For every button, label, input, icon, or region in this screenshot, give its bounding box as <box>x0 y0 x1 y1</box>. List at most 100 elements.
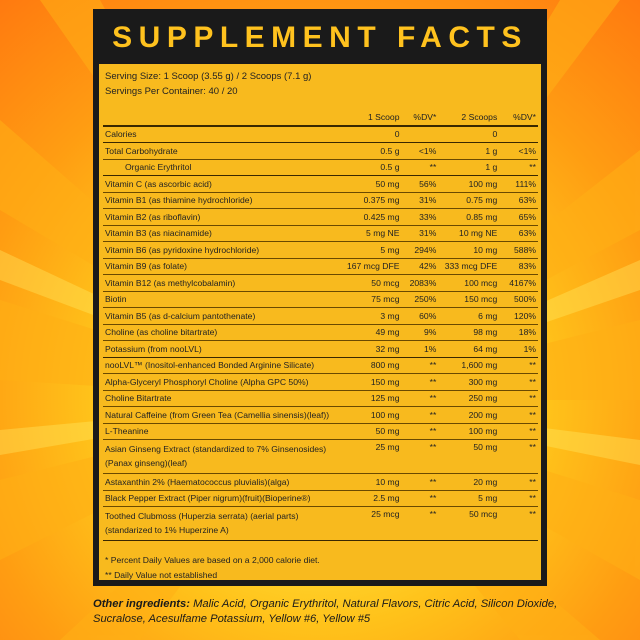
amount-2-scoops: 50 mcg <box>438 506 500 541</box>
amount-2-scoops: 100 mcg <box>438 274 500 292</box>
dv-2-scoops: ** <box>499 473 538 491</box>
other-ingredients: Other ingredients: Malic Acid, Organic E… <box>93 597 563 627</box>
dv-1-scoop: ** <box>401 357 439 374</box>
dv-1-scoop: <1% <box>401 142 439 160</box>
table-row: Vitamin B3 (as niacinamide) 5 mg NE 31% 10 … <box>103 225 538 242</box>
dv-2-scoops: 588% <box>499 241 538 259</box>
amount-2-scoops: 6 mg <box>438 307 500 325</box>
nutrient-name: Toothed Clubmoss (Huperzia serrata) (aer… <box>103 506 345 541</box>
dv-1-scoop: 33% <box>401 208 439 226</box>
amount-2-scoops: 20 mg <box>438 473 500 491</box>
dv-2-scoops: 63% <box>499 192 538 209</box>
dv-2-scoops: ** <box>499 506 538 541</box>
header-dv-2: %DV* <box>499 109 538 127</box>
amount-2-scoops: 1 g <box>438 159 500 176</box>
dv-2-scoops <box>499 125 538 143</box>
amount-1-scoop: 75 mcg <box>344 291 402 308</box>
other-ingredients-label: Other ingredients: <box>93 598 190 610</box>
dv-1-scoop: ** <box>401 473 439 491</box>
amount-2-scoops: 300 mg <box>438 373 500 391</box>
dv-2-scoops: 4167% <box>499 274 538 292</box>
nutrient-name: Organic Erythritol <box>103 159 345 176</box>
dv-2-scoops: <1% <box>499 142 538 160</box>
footnote-dv-not-established: ** Daily Value not established <box>105 570 218 580</box>
nutrient-name: Calories <box>103 125 345 143</box>
nutrient-name: Vitamin B1 (as thiamine hydrochloride) <box>103 192 345 209</box>
amount-2-scoops: 50 mg <box>438 439 500 474</box>
header-2-scoops: 2 Scoops <box>438 109 500 127</box>
table-row: Asian Ginseng Extract (standardized to 7… <box>103 439 538 474</box>
nutrient-name: Vitamin B6 (as pyridoxine hydrochloride) <box>103 241 345 259</box>
amount-1-scoop: 49 mg <box>344 324 402 341</box>
amount-2-scoops: 0.85 mg <box>438 208 500 226</box>
amount-1-scoop: 0.425 mg <box>344 208 402 226</box>
amount-2-scoops: 200 mg <box>438 406 500 424</box>
amount-2-scoops: 1 g <box>438 142 500 160</box>
dv-1-scoop <box>401 125 439 143</box>
amount-1-scoop: 0 <box>344 125 402 143</box>
amount-1-scoop: 5 mg NE <box>344 225 402 242</box>
nutrition-table: 1 Scoop %DV* 2 Scoops %DV* Calories 0 0 Tot… <box>103 109 538 541</box>
nutrient-name: Black Pepper Extract (Piper nigrum)(frui… <box>103 490 345 507</box>
table-row: Vitamin B12 (as methylcobalamin) 50 mcg 20… <box>103 274 538 292</box>
table-row: Vitamin B6 (as pyridoxine hydrochloride)… <box>103 241 538 259</box>
amount-1-scoop: 3 mg <box>344 307 402 325</box>
dv-2-scoops: ** <box>499 357 538 374</box>
table-row: Natural Caffeine (from Green Tea (Camell… <box>103 406 538 424</box>
nutrient-name: Vitamin C (as ascorbic acid) <box>103 175 345 193</box>
dv-1-scoop: 2083% <box>401 274 439 292</box>
amount-1-scoop: 50 mg <box>344 175 402 193</box>
table-row: Biotin 75 mcg 250% 150 mcg 500% <box>103 291 538 308</box>
nutrient-name: Alpha-Glyceryl Phosphoryl Choline (Alpha… <box>103 373 345 391</box>
amount-1-scoop: 0.375 mg <box>344 192 402 209</box>
table-row: Organic Erythritol 0.5 g ** 1 g ** <box>103 159 538 176</box>
nutrient-name: Vitamin B5 (as d-calcium pantothenate) <box>103 307 345 325</box>
dv-1-scoop: 31% <box>401 192 439 209</box>
dv-1-scoop: ** <box>401 159 439 176</box>
dv-2-scoops: ** <box>499 406 538 424</box>
nutrient-name: Astaxanthin 2% (Haematococcus pluvialis)… <box>103 473 345 491</box>
table-row: Potassium (from nooLVL) 32 mg 1% 64 mg 1% <box>103 340 538 358</box>
dv-1-scoop: ** <box>401 490 439 507</box>
table-row: Vitamin B1 (as thiamine hydrochloride) 0.… <box>103 192 538 209</box>
amount-1-scoop: 50 mcg <box>344 274 402 292</box>
servings-per-container: Servings Per Container: 40 / 20 <box>105 86 238 97</box>
dv-1-scoop: ** <box>401 406 439 424</box>
nutrient-name: L-Theanine <box>103 423 345 440</box>
dv-1-scoop: ** <box>401 390 439 407</box>
table-row: Black Pepper Extract (Piper nigrum)(frui… <box>103 490 538 507</box>
supplement-facts-panel: SUPPLEMENT FACTS Serving Size: 1 Scoop (… <box>93 9 547 586</box>
dv-2-scoops: 63% <box>499 225 538 242</box>
dv-2-scoops: 83% <box>499 258 538 275</box>
dv-1-scoop: 1% <box>401 340 439 358</box>
nutrient-name: Asian Ginseng Extract (standardized to 7… <box>103 439 345 474</box>
nutrient-name: Choline (as choline bitartrate) <box>103 324 345 341</box>
amount-1-scoop: 0.5 g <box>344 142 402 160</box>
table-header: 1 Scoop %DV* 2 Scoops %DV* <box>103 109 538 127</box>
amount-1-scoop: 800 mg <box>344 357 402 374</box>
amount-2-scoops: 250 mg <box>438 390 500 407</box>
dv-2-scoops: 18% <box>499 324 538 341</box>
nutrient-name: Vitamin B3 (as niacinamide) <box>103 225 345 242</box>
dv-2-scoops: 1% <box>499 340 538 358</box>
serving-size: Serving Size: 1 Scoop (3.55 g) / 2 Scoop… <box>105 71 312 82</box>
dv-2-scoops: ** <box>499 423 538 440</box>
table-row: Vitamin C (as ascorbic acid) 50 mg 56% 100 … <box>103 175 538 193</box>
amount-1-scoop: 25 mg <box>344 439 402 474</box>
amount-2-scoops: 64 mg <box>438 340 500 358</box>
dv-1-scoop: 250% <box>401 291 439 308</box>
dv-2-scoops: ** <box>499 490 538 507</box>
dv-1-scoop: 42% <box>401 258 439 275</box>
amount-1-scoop: 0.5 g <box>344 159 402 176</box>
amount-1-scoop: 2.5 mg <box>344 490 402 507</box>
amount-2-scoops: 100 mg <box>438 423 500 440</box>
amount-1-scoop: 25 mcg <box>344 506 402 541</box>
amount-1-scoop: 125 mg <box>344 390 402 407</box>
amount-1-scoop: 10 mg <box>344 473 402 491</box>
dv-1-scoop: 31% <box>401 225 439 242</box>
panel-title: SUPPLEMENT FACTS <box>112 21 528 54</box>
nutrient-name: Vitamin B12 (as methylcobalamin) <box>103 274 345 292</box>
nutrient-name: Choline Bitartrate <box>103 390 345 407</box>
dv-2-scoops: 500% <box>499 291 538 308</box>
table-row: nooLVL™ (Inositol-enhanced Bonded Argini… <box>103 357 538 374</box>
